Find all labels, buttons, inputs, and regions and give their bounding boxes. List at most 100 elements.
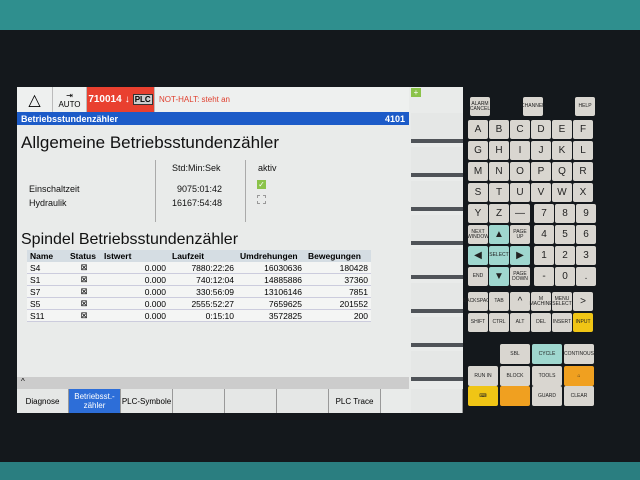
table-row[interactable]: S11 ⊠ 0.000 0:15:10 3572825 200: [27, 309, 371, 322]
key-mode-11[interactable]: CLEAR: [564, 386, 594, 406]
key-edit-11[interactable]: INSERT: [552, 313, 572, 332]
table-row[interactable]: S7 ⊠ 0.000 330:56:09 13106146 7851: [27, 285, 371, 298]
key-channel[interactable]: CHANNEL: [521, 97, 545, 116]
softkey-6[interactable]: [277, 389, 329, 413]
softkey-2[interactable]: Betriebsst.-zähler: [69, 389, 121, 413]
active-checkbox-unchecked[interactable]: [257, 195, 266, 204]
key-y[interactable]: Y: [468, 204, 488, 223]
key-nav-6[interactable]: ▶: [510, 246, 530, 265]
scroll-up-button[interactable]: ^: [17, 377, 409, 389]
key-mode-2[interactable]: CYCLE: [532, 344, 562, 364]
key-digit[interactable]: 2: [555, 246, 575, 265]
key-edit-5[interactable]: MENU SELECT: [552, 292, 572, 311]
key-alarm-cancel[interactable]: ALARM CANCEL: [470, 97, 490, 116]
key-digit[interactable]: 6: [576, 225, 596, 244]
key-edit-12[interactable]: INPUT: [573, 313, 593, 332]
key-mode-5[interactable]: BLOCK: [500, 366, 530, 386]
key-s[interactable]: S: [468, 183, 488, 202]
vertical-softkey-3[interactable]: [411, 181, 463, 211]
key-l[interactable]: L: [573, 141, 593, 160]
key-u[interactable]: U: [510, 183, 530, 202]
key-dash[interactable]: —: [510, 204, 530, 223]
vertical-softkey-2[interactable]: [411, 147, 463, 177]
softkey-3[interactable]: PLC-Symbole: [121, 389, 173, 413]
key-w[interactable]: W: [552, 183, 572, 202]
key-edit-8[interactable]: CTRL: [489, 313, 509, 332]
key-digit[interactable]: 3: [576, 246, 596, 265]
softkey-5[interactable]: [225, 389, 277, 413]
key-mode-4[interactable]: RUN IN: [468, 366, 498, 386]
vertical-softkey-1[interactable]: [411, 113, 463, 143]
key-nav-7[interactable]: END: [468, 267, 488, 286]
key-mode-9[interactable]: [500, 386, 530, 406]
key-c[interactable]: C: [510, 120, 530, 139]
key-mode-1[interactable]: SBL: [500, 344, 530, 364]
key-edit-4[interactable]: M MACHINE: [529, 292, 553, 311]
key-q[interactable]: Q: [552, 162, 572, 181]
key-nav-2[interactable]: ▲: [489, 225, 509, 244]
key-f[interactable]: F: [573, 120, 593, 139]
key-digit[interactable]: -: [534, 267, 554, 286]
key-e[interactable]: E: [552, 120, 572, 139]
key-edit-1[interactable]: BACKSPACE: [463, 292, 493, 311]
key-k[interactable]: K: [552, 141, 572, 160]
key-z[interactable]: Z: [489, 204, 509, 223]
key-nav-3[interactable]: PAGE UP: [510, 225, 530, 244]
vertical-softkey-5[interactable]: [411, 249, 463, 279]
key-digit[interactable]: .: [576, 267, 596, 286]
vertical-softkey-8[interactable]: [411, 351, 463, 381]
key-digit[interactable]: 5: [555, 225, 575, 244]
key-edit-6[interactable]: >: [573, 292, 593, 311]
vertical-softkey-7[interactable]: [411, 317, 463, 347]
key-digit[interactable]: 7: [534, 204, 554, 223]
key-r[interactable]: R: [573, 162, 593, 181]
vertical-softkey-4[interactable]: [411, 215, 463, 245]
softkey-7[interactable]: PLC Trace: [329, 389, 381, 413]
table-row[interactable]: S5 ⊠ 0.000 2555:52:27 7659625 201552: [27, 297, 371, 310]
key-mode-7[interactable]: ⌂: [564, 366, 594, 386]
key-t[interactable]: T: [489, 183, 509, 202]
key-x[interactable]: X: [573, 183, 593, 202]
softkey-1[interactable]: Diagnose: [17, 389, 69, 413]
active-checkbox-checked[interactable]: ✓: [257, 180, 266, 189]
key-n[interactable]: N: [489, 162, 509, 181]
key-digit[interactable]: 1: [534, 246, 554, 265]
key-mode-10[interactable]: GUARD: [532, 386, 562, 406]
key-mode-8[interactable]: ⌨: [468, 386, 498, 406]
key-edit-2[interactable]: TAB: [489, 292, 509, 311]
key-edit-10[interactable]: DEL: [531, 313, 551, 332]
key-mode-3[interactable]: CONTINOUS: [564, 344, 594, 364]
key-h[interactable]: H: [489, 141, 509, 160]
key-edit-9[interactable]: ALT: [510, 313, 530, 332]
table-row[interactable]: S4 ⊠ 0.000 7880:22:26 16030636 180428: [27, 262, 371, 274]
key-nav-4[interactable]: ◀: [468, 246, 488, 265]
key-m[interactable]: M: [468, 162, 488, 181]
key-v[interactable]: V: [531, 183, 551, 202]
key-j[interactable]: J: [531, 141, 551, 160]
softkey-8[interactable]: [411, 389, 463, 413]
vertical-softkey-6[interactable]: [411, 283, 463, 313]
key-nav-8[interactable]: ▼: [489, 267, 509, 286]
key-nav-5[interactable]: SELECT: [489, 246, 509, 265]
key-edit-3[interactable]: ^: [510, 292, 530, 311]
key-help[interactable]: HELP: [575, 97, 595, 116]
key-i[interactable]: I: [510, 141, 530, 160]
key-digit[interactable]: 4: [534, 225, 554, 244]
key-digit[interactable]: 8: [555, 204, 575, 223]
key-mode-6[interactable]: TOOLS: [532, 366, 562, 386]
key-g[interactable]: G: [468, 141, 488, 160]
key-b[interactable]: B: [489, 120, 509, 139]
key-digit[interactable]: 0: [555, 267, 575, 286]
key-nav-1[interactable]: NEXT WINDOW: [467, 225, 489, 244]
table-row[interactable]: S1 ⊠ 0.000 740:12:04 14885886 37360: [27, 273, 371, 286]
alarm-indicator[interactable]: 710014 ↓ PLC: [87, 87, 155, 112]
key-edit-7[interactable]: SHIFT: [468, 313, 488, 332]
key-nav-9[interactable]: PAGE DOWN: [510, 267, 530, 286]
key-o[interactable]: O: [510, 162, 530, 181]
softkey-4[interactable]: [173, 389, 225, 413]
alarm-warning-icon[interactable]: △: [17, 87, 53, 112]
key-p[interactable]: P: [531, 162, 551, 181]
key-a[interactable]: A: [468, 120, 488, 139]
key-digit[interactable]: 9: [576, 204, 596, 223]
key-d[interactable]: D: [531, 120, 551, 139]
